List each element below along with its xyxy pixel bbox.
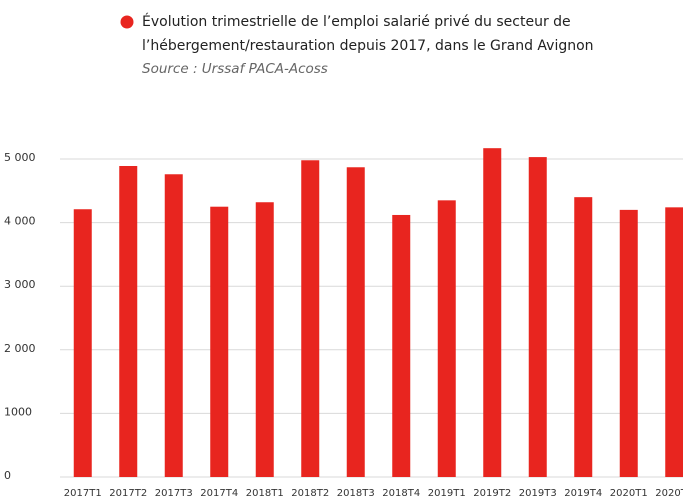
chart-title: l’hébergement/restauration depuis 2017, … [142,38,594,54]
bar [255,202,274,478]
chart-subtitle: Source : Urssaf PACA-Acoss [142,61,328,77]
bar [392,214,411,477]
y-tick-label: 1000 [4,405,32,418]
x-tick-label: 2019T3 [519,488,557,499]
title-marker [120,15,134,29]
y-tick-label: 2 000 [4,342,36,355]
x-tick-label: 2019T4 [564,488,602,499]
bar [619,209,638,477]
y-tick-label: 3 000 [4,278,36,291]
y-tick-label: 4 000 [4,215,36,228]
bar [528,157,547,478]
bar [437,200,456,477]
x-tick-label: 2017T1 [64,488,102,499]
x-tick-label: 2017T4 [200,488,238,499]
bar [346,167,365,477]
x-tick-label: 2020T1 [610,488,648,499]
x-tick-label: 2020T2 [655,488,683,499]
chart-title: Évolution trimestrielle de l’emploi sala… [142,13,571,30]
bar [301,160,320,477]
x-tick-label: 2019T1 [428,488,466,499]
x-tick-label: 2018T2 [291,488,329,499]
x-tick-label: 2017T3 [155,488,193,499]
x-tick-label: 2018T1 [246,488,284,499]
bar [164,174,183,477]
y-tick-label: 0 [4,469,11,482]
x-tick-label: 2018T3 [337,488,375,499]
bar [483,148,502,478]
x-tick-label: 2018T4 [382,488,420,499]
y-tick-label: 5 000 [4,151,36,164]
bar [210,206,229,477]
x-tick-label: 2019T2 [473,488,511,499]
bar [119,165,138,477]
bar [665,207,683,477]
bar [73,209,92,477]
x-tick-label: 2017T2 [109,488,147,499]
bar [574,197,593,477]
